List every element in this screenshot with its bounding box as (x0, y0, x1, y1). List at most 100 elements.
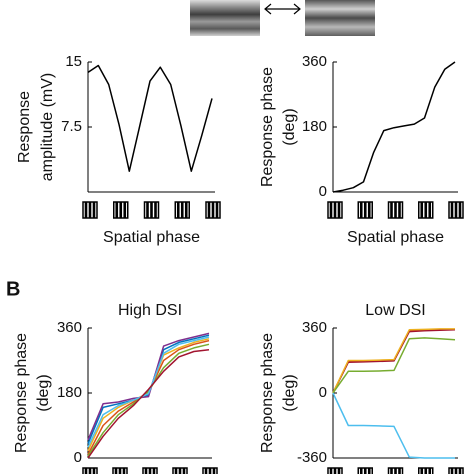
chart-title: High DSI (118, 302, 182, 319)
icon-bar (182, 468, 186, 474)
chart-title: Low DSI (365, 302, 425, 319)
y-tick-label: 0 (319, 384, 327, 401)
icon-bar (359, 468, 363, 474)
icon-bar (337, 202, 341, 218)
y-axis-label: amplitude (mV) (39, 73, 56, 181)
icon-bar (394, 202, 397, 218)
data-line (332, 337, 456, 394)
grating-icon (82, 201, 98, 219)
data-line (332, 328, 455, 394)
icon-bar (148, 468, 152, 474)
icon-bar (333, 468, 337, 474)
data-line (87, 343, 210, 457)
icon-bar (450, 202, 454, 218)
y-axis-label: (deg) (281, 374, 298, 411)
data-line (332, 329, 456, 394)
icon-bar (204, 468, 208, 474)
icon-bar (363, 202, 367, 218)
icon-bar (208, 468, 212, 474)
grating-icon (448, 467, 464, 474)
icon-bar (84, 468, 88, 474)
grating-icon (327, 201, 343, 219)
icon-bar (119, 202, 123, 218)
icon-bar (329, 468, 333, 474)
icon-bar (154, 202, 157, 218)
icon-bar (212, 468, 216, 474)
y-axis-label: Response phase (259, 333, 276, 453)
icon-bar (359, 202, 363, 218)
y-tick-label: 360 (302, 319, 327, 336)
icon-bar (367, 468, 371, 474)
y-axis-label: (deg) (35, 374, 52, 411)
grating-icon (113, 201, 129, 219)
icon-bar (363, 468, 367, 474)
icon-bar (420, 202, 424, 218)
icon-bar (84, 202, 88, 218)
icon-bar (454, 202, 458, 218)
grating-icon (142, 467, 158, 474)
grating-image (190, 0, 260, 36)
grating-icon (357, 201, 373, 219)
x-axis-label: Spatial phase (103, 229, 200, 246)
icon-bar (180, 202, 184, 218)
icon-bar (390, 468, 393, 474)
data-line (87, 339, 210, 455)
y-tick-label: 7.5 (61, 118, 82, 135)
x-axis-label: Spatial phase (347, 229, 444, 246)
y-tick-label: 180 (57, 384, 82, 401)
icon-bar (454, 468, 458, 474)
icon-bar (176, 202, 180, 218)
icon-bar (88, 468, 92, 474)
grating-icon (112, 467, 128, 474)
icon-bar (333, 202, 337, 218)
icon-bar (329, 202, 333, 218)
data-line (87, 332, 210, 441)
y-tick-label: 360 (302, 53, 327, 70)
icon-bar (424, 468, 428, 474)
grating-icon (357, 467, 373, 474)
icon-bar (144, 468, 148, 474)
data-line (87, 64, 213, 172)
grating-icon (205, 201, 221, 219)
icon-bar (394, 468, 397, 474)
y-tick-label: 15 (65, 53, 82, 70)
y-tick-label: 0 (319, 183, 327, 200)
y-axis-label: Response (16, 91, 33, 163)
grating-image (305, 0, 375, 36)
icon-bar (92, 468, 96, 474)
icon-bar (211, 202, 215, 218)
grating-icon (418, 201, 434, 219)
icon-bar (428, 468, 432, 474)
icon-bar (450, 468, 454, 474)
y-axis-label: Response phase (13, 333, 30, 453)
grating-icon (202, 467, 218, 474)
icon-bar (178, 468, 182, 474)
grating-icon (448, 201, 464, 219)
icon-bar (114, 468, 118, 474)
data-line (87, 348, 210, 459)
icon-bar (398, 468, 401, 474)
data-line (332, 392, 455, 459)
grating-icon (82, 467, 98, 474)
icon-bar (150, 202, 153, 218)
data-line (332, 61, 456, 193)
icon-bar (458, 468, 462, 474)
data-line (87, 336, 210, 448)
icon-bar (174, 468, 178, 474)
icon-bar (398, 202, 401, 218)
panel-label: B (6, 278, 20, 300)
icon-bar (115, 202, 119, 218)
y-axis-label: (deg) (281, 108, 298, 145)
icon-bar (122, 468, 126, 474)
icon-bar (420, 468, 424, 474)
y-tick-label: 0 (74, 449, 82, 466)
y-tick-label: 180 (302, 118, 327, 135)
icon-bar (428, 202, 432, 218)
y-tick-label: -360 (297, 449, 327, 466)
y-axis-label: Response phase (259, 67, 276, 187)
icon-bar (215, 202, 219, 218)
icon-bar (152, 468, 156, 474)
icon-bar (424, 202, 428, 218)
grating-icon (387, 201, 404, 219)
